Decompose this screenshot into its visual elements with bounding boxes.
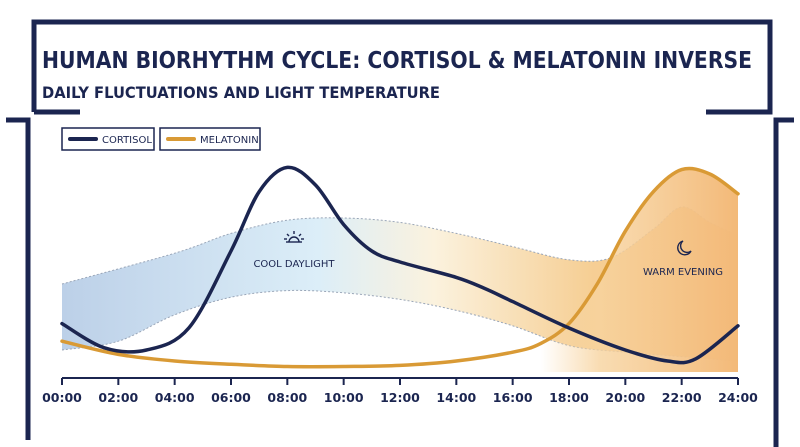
x-tick-label: 08:00 (267, 390, 307, 405)
light-band-upper-edge (61, 206, 739, 285)
chart-title: HUMAN BIORHYTHM CYCLE: CORTISOL & MELATO… (42, 48, 752, 74)
chart-subtitle: DAILY FLUCTUATIONS AND LIGHT TEMPERATURE (42, 83, 440, 102)
x-tick-label: 10:00 (324, 390, 364, 405)
legend-label-melatonin: MELATONIN (200, 135, 259, 146)
frame-title-border (31, 19, 773, 115)
series-line-cortisol (60, 165, 740, 365)
x-tick-label: 04:00 (155, 390, 195, 405)
annotation-label-warm-evening: WARM EVENING (643, 267, 723, 278)
light-band (61, 168, 739, 372)
x-tick-label: 06:00 (211, 390, 251, 405)
x-tick-label: 16:00 (493, 390, 533, 405)
legend: CORTISOL MELATONIN (61, 127, 261, 151)
x-axis: 00:00 02:00 04:00 06:00 08:00 10:00 12:00 14:00… (42, 377, 758, 405)
warm-evening-area (540, 168, 738, 372)
frame-left-border (6, 117, 31, 440)
frame (6, 19, 794, 447)
frame-right-border (773, 117, 794, 447)
x-tick-label: 24:00 (718, 390, 758, 405)
x-tick-label: 22:00 (662, 390, 702, 405)
annotation-warm-evening: WARM EVENING (643, 240, 723, 278)
annotation-cool-daylight: COOL DAYLIGHT (253, 231, 335, 270)
annotation-label-cool-daylight: COOL DAYLIGHT (253, 259, 335, 270)
series-line-melatonin (60, 166, 740, 369)
series-lines (60, 165, 740, 369)
x-tick-label: 18:00 (549, 390, 589, 405)
x-tick-label: 14:00 (436, 390, 476, 405)
x-tick-label: 20:00 (605, 390, 645, 405)
legend-label-cortisol: CORTISOL (102, 135, 152, 146)
x-tick-label: 02:00 (98, 390, 138, 405)
moon-icon (677, 240, 692, 256)
legend-box-cortisol (61, 127, 155, 151)
legend-box-melatonin (159, 127, 261, 151)
x-tick-label: 00:00 (42, 390, 82, 405)
x-tick-label: 12:00 (380, 390, 420, 405)
sun-icon (284, 231, 304, 243)
